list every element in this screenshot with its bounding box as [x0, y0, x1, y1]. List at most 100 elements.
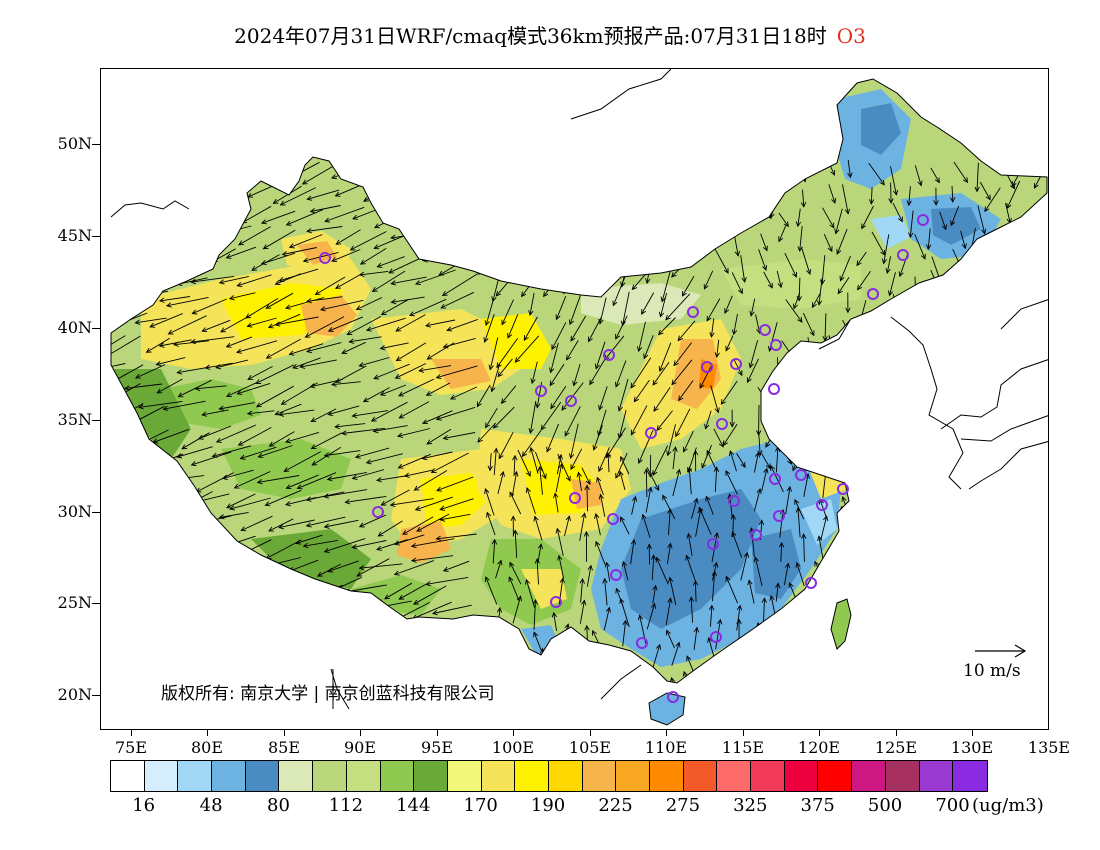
wind-vector-head — [505, 622, 511, 629]
wind-vector — [839, 255, 851, 281]
wind-vector — [433, 648, 470, 654]
wind-vector-head — [536, 254, 542, 261]
wind-vector — [950, 205, 960, 226]
wind-vector-head — [904, 640, 910, 647]
wind-vector-head — [425, 390, 432, 396]
wind-vector — [154, 536, 190, 559]
wind-vector-head — [114, 393, 121, 399]
wind-vector — [411, 538, 455, 547]
lon-label: 100E — [491, 738, 535, 757]
wind-vector-head — [274, 321, 281, 327]
wind-vector-head — [984, 206, 990, 213]
wind-vector-head — [499, 470, 505, 477]
wind-vector — [671, 359, 693, 385]
wind-vector-head — [656, 425, 662, 431]
wind-vector-head — [533, 631, 539, 638]
wind-vector-head — [784, 562, 791, 569]
wind-vector-head — [507, 202, 513, 209]
wind-vector — [305, 316, 345, 338]
wind-vector — [818, 278, 823, 305]
wind-vector-head — [225, 392, 232, 398]
wind-vector — [243, 164, 275, 173]
wind-vector-head — [148, 463, 155, 469]
wind-vector — [1040, 209, 1044, 238]
wind-vector-head — [698, 506, 704, 513]
wind-vector — [1002, 405, 1010, 427]
wind-vector-head — [596, 190, 602, 197]
wind-vector — [573, 363, 581, 386]
wind-vector-head — [389, 501, 396, 508]
wind-vector-head — [743, 551, 750, 558]
wind-vector-head — [134, 294, 141, 300]
wind-vector — [398, 207, 426, 214]
wind-vector — [733, 159, 743, 174]
wind-vector — [111, 626, 119, 636]
wind-vector — [219, 511, 249, 518]
wind-vector-head — [183, 161, 190, 167]
wind-vector-head — [555, 527, 561, 534]
wind-vector — [994, 529, 1001, 556]
wind-vector-head — [151, 660, 157, 666]
wind-vector-head — [193, 498, 200, 504]
wind-vector — [111, 190, 144, 203]
wind-vector-head — [323, 523, 330, 529]
map-panel[interactable]: 版权所有: 南京大学 | 南京创蓝科技有限公司 10 m/s — [100, 68, 1049, 730]
wind-vector — [749, 340, 759, 368]
wind-vector — [302, 648, 341, 673]
wind-vector-head — [1046, 444, 1047, 450]
wind-vector-head — [496, 606, 503, 613]
wind-vector-head — [158, 517, 165, 523]
wind-vector-head — [175, 273, 182, 279]
wind-vector — [956, 494, 961, 517]
wind-vector-head — [124, 563, 130, 569]
wind-vector — [359, 563, 403, 569]
wind-vector-head — [181, 444, 188, 450]
wind-vector-head — [397, 209, 404, 215]
wind-vector — [128, 181, 165, 187]
wind-vector-head — [435, 535, 442, 542]
wind-vector-head — [834, 465, 840, 472]
wind-vector-head — [549, 367, 555, 374]
wind-vector — [593, 253, 606, 276]
wind-vector-head — [1039, 232, 1045, 239]
hainan-island — [648, 692, 686, 726]
wind-vector — [492, 276, 500, 302]
wind-vector — [660, 292, 668, 317]
wind-vector-head — [861, 223, 867, 230]
wind-vector-head — [899, 332, 905, 338]
wind-vector — [132, 453, 170, 472]
wind-vector — [914, 604, 918, 627]
wind-vector — [986, 516, 997, 537]
wind-vector-head — [351, 412, 358, 419]
wind-vector — [258, 445, 293, 458]
wind-vector-head — [885, 463, 891, 470]
wind-vector — [652, 585, 657, 604]
wind-vector-head — [346, 330, 353, 335]
wind-vector — [220, 314, 252, 333]
wind-vector — [392, 620, 428, 641]
wind-vector-head — [861, 621, 868, 627]
wind-vector-head — [102, 446, 107, 450]
wind-vector — [522, 429, 542, 457]
wind-vector-head — [138, 404, 144, 410]
wind-vector — [775, 583, 779, 602]
wind-vector — [181, 432, 210, 450]
wind-vector-head — [958, 437, 964, 444]
wind-vector-head — [709, 332, 715, 338]
wind-vector-head — [655, 643, 662, 650]
wind-vector — [131, 537, 163, 547]
lon-label: 120E — [797, 738, 841, 757]
wind-vector-head — [638, 669, 643, 676]
wind-vector-head — [323, 547, 330, 553]
wind-vector — [638, 670, 648, 683]
wind-vector-head — [514, 653, 520, 660]
wind-vector-head — [839, 275, 845, 282]
wind-vector-head — [414, 280, 421, 286]
wind-vector-head — [309, 208, 316, 214]
wind-vector-head — [737, 370, 743, 377]
wind-vector — [779, 509, 784, 538]
wind-vector-head — [709, 238, 716, 245]
wind-vector — [885, 498, 897, 519]
wind-vector — [546, 423, 560, 452]
wind-vector-head — [824, 626, 830, 633]
